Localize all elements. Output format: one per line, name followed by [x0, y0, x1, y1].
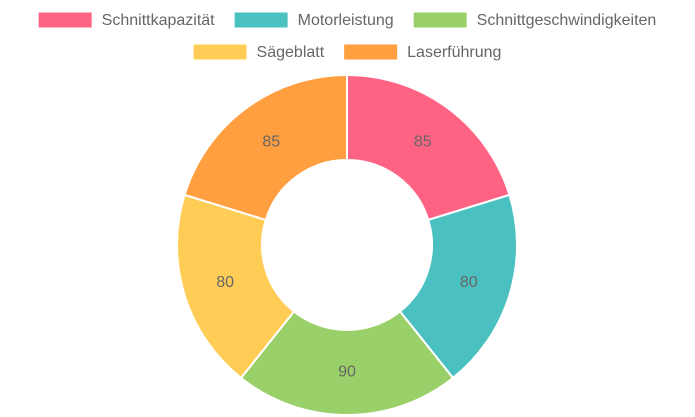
value-label: 85 — [262, 134, 280, 151]
value-label: 85 — [414, 134, 432, 151]
slice — [176, 193, 296, 380]
legend-swatch — [344, 44, 398, 60]
legend-label: Laserführung — [407, 44, 501, 61]
legend-item: Schnittgeschwindigkeiten — [413, 12, 657, 29]
legend-item: Schnittkapazität — [38, 12, 216, 29]
legend-label: Schnittgeschwindigkeiten — [477, 12, 657, 29]
value-label: 80 — [460, 274, 478, 291]
legend-item: Laserführung — [344, 44, 501, 61]
value-label: 80 — [216, 274, 234, 291]
slice — [239, 310, 455, 416]
legend-item: Sägeblatt — [193, 44, 325, 61]
legend-label: Schnittkapazität — [102, 12, 216, 29]
slice — [346, 73, 511, 222]
slice — [398, 193, 518, 380]
legend-swatch — [234, 12, 288, 28]
slice — [183, 73, 348, 222]
legend-swatch — [193, 44, 247, 60]
legend-swatch — [413, 12, 467, 28]
legend-item: Motorleistung — [234, 12, 394, 29]
value-label: 90 — [338, 364, 356, 381]
legend-label: Sägeblatt — [257, 44, 325, 61]
legend-label: Motorleistung — [298, 12, 394, 29]
legend-swatch — [38, 12, 92, 28]
